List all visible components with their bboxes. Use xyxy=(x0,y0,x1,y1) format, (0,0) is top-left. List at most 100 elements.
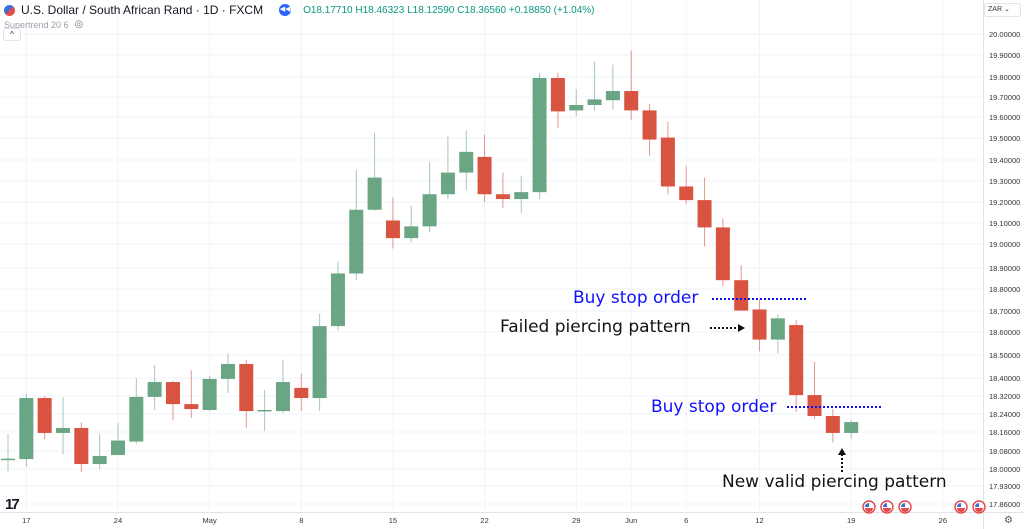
failed-piercing-label: Failed piercing pattern xyxy=(500,317,691,337)
y-tick-label: 18.08000 xyxy=(989,447,1020,456)
close-value: C18.36560 xyxy=(457,4,507,16)
y-tick-label: 18.50000 xyxy=(989,351,1020,360)
y-tick-label: 18.90000 xyxy=(989,264,1020,273)
indicator-legend: Supertrend 20 6 ◎ xyxy=(4,19,83,30)
candle-up xyxy=(202,378,217,410)
y-tick-label: 18.40000 xyxy=(989,374,1020,383)
failed-arrow-head xyxy=(738,324,745,332)
y-tick-label: 19.80000 xyxy=(989,73,1020,82)
x-tick-label: 26 xyxy=(939,516,947,525)
candle-down xyxy=(165,382,180,405)
candle-down xyxy=(660,137,675,187)
candle-down xyxy=(825,416,840,433)
candle-down xyxy=(624,91,639,111)
flag-icon xyxy=(865,503,869,507)
candle-down xyxy=(789,325,804,396)
x-tick-label: 12 xyxy=(755,516,763,525)
candle-down xyxy=(74,427,89,465)
candle-down xyxy=(697,200,712,228)
candle-down xyxy=(385,220,400,239)
x-tick-label: 15 xyxy=(389,516,397,525)
candle-up xyxy=(349,209,364,274)
open-value: O18.17710 xyxy=(303,4,353,16)
x-tick-label: May xyxy=(203,516,217,525)
indicator-label[interactable]: Supertrend 20 6 xyxy=(4,19,69,30)
usd-zar-flag-icon xyxy=(4,4,15,16)
hidden-eye-icon[interactable]: ◎ xyxy=(74,19,84,30)
x-tick-label: 19 xyxy=(847,516,855,525)
candle-up xyxy=(220,363,235,379)
candle-up xyxy=(19,398,34,460)
candle-down xyxy=(37,398,52,433)
flag-icon xyxy=(901,503,905,507)
replay-icon[interactable]: ◀◀ xyxy=(279,4,292,16)
y-tick-label: 19.30000 xyxy=(989,177,1020,186)
flag-icon xyxy=(883,508,891,512)
candle-up xyxy=(129,396,144,442)
flag-icon xyxy=(957,508,965,512)
flag-icon xyxy=(975,503,979,507)
candle-up xyxy=(459,151,474,173)
candle-down xyxy=(715,227,730,281)
y-tick-label: 20.00000 xyxy=(989,30,1020,39)
y-tick-label: 18.00000 xyxy=(989,465,1020,474)
x-tick-label: Jun xyxy=(625,516,637,525)
candle-down xyxy=(679,186,694,201)
candle-down xyxy=(752,309,767,340)
x-tick-label: 8 xyxy=(299,516,303,525)
collapse-legend-button[interactable]: ^ xyxy=(3,28,21,41)
candle-up xyxy=(587,99,602,105)
candle-up xyxy=(440,172,455,195)
y-tick-label: 18.32000 xyxy=(989,392,1020,401)
flag-icon xyxy=(957,503,961,507)
candle-up xyxy=(275,382,290,412)
y-tick-label: 18.24000 xyxy=(989,410,1020,419)
ohlc-readout: O18.17710 H18.46323 L18.12590 C18.36560 … xyxy=(303,5,594,16)
candle-up xyxy=(844,422,859,433)
y-tick-label: 18.80000 xyxy=(989,285,1020,294)
y-tick-label: 18.70000 xyxy=(989,307,1020,316)
candle-up xyxy=(110,440,125,456)
candle-up xyxy=(770,318,785,340)
y-tick-label: 19.90000 xyxy=(989,51,1020,60)
candle-up xyxy=(312,326,327,399)
candle-down xyxy=(734,280,749,311)
candle-down xyxy=(239,363,254,412)
candle-down xyxy=(477,156,492,195)
currency-value: ZAR xyxy=(988,6,1002,13)
valid-piercing-label: New valid piercing pattern xyxy=(722,472,947,492)
tradingview-logo[interactable]: 17 xyxy=(5,496,20,513)
x-tick-label: 17 xyxy=(22,516,30,525)
y-tick-label: 18.60000 xyxy=(989,328,1020,337)
x-tick-label: 29 xyxy=(572,516,580,525)
flag-icon xyxy=(901,508,909,512)
candle-up xyxy=(569,105,584,111)
currency-select[interactable]: ZAR ⌄ xyxy=(984,3,1021,17)
x-tick-label: 22 xyxy=(480,516,488,525)
y-tick-label: 19.10000 xyxy=(989,219,1020,228)
change-value: +0.18850 (+1.04%) xyxy=(508,4,595,16)
y-tick-label: 19.20000 xyxy=(989,198,1020,207)
candle-down xyxy=(807,395,822,417)
candle-up xyxy=(605,91,620,101)
y-tick-label: 19.60000 xyxy=(989,113,1020,122)
candle-up xyxy=(92,455,107,465)
symbol-title[interactable]: U.S. Dollar / South African Rand · 1D · … xyxy=(21,3,264,17)
y-tick-label: 19.00000 xyxy=(989,240,1020,249)
flag-icon xyxy=(883,503,887,507)
buy-stop-label-2: Buy stop order xyxy=(651,397,777,417)
valid-arrow-head xyxy=(838,448,846,455)
high-value: H18.46323 xyxy=(355,4,405,16)
candle-up xyxy=(367,177,382,210)
candle-down xyxy=(184,404,199,410)
chart-header: U.S. Dollar / South African Rand · 1D · … xyxy=(4,3,595,17)
candle-up xyxy=(514,192,529,200)
settings-gear-icon[interactable]: ⚙ xyxy=(1004,515,1013,526)
x-tick-label: 24 xyxy=(114,516,122,525)
candle-down xyxy=(294,387,309,399)
buy-stop-label-1: Buy stop order xyxy=(573,288,699,308)
candle-up xyxy=(147,382,162,397)
candle-up xyxy=(404,226,419,239)
y-tick-label: 19.50000 xyxy=(989,134,1020,143)
